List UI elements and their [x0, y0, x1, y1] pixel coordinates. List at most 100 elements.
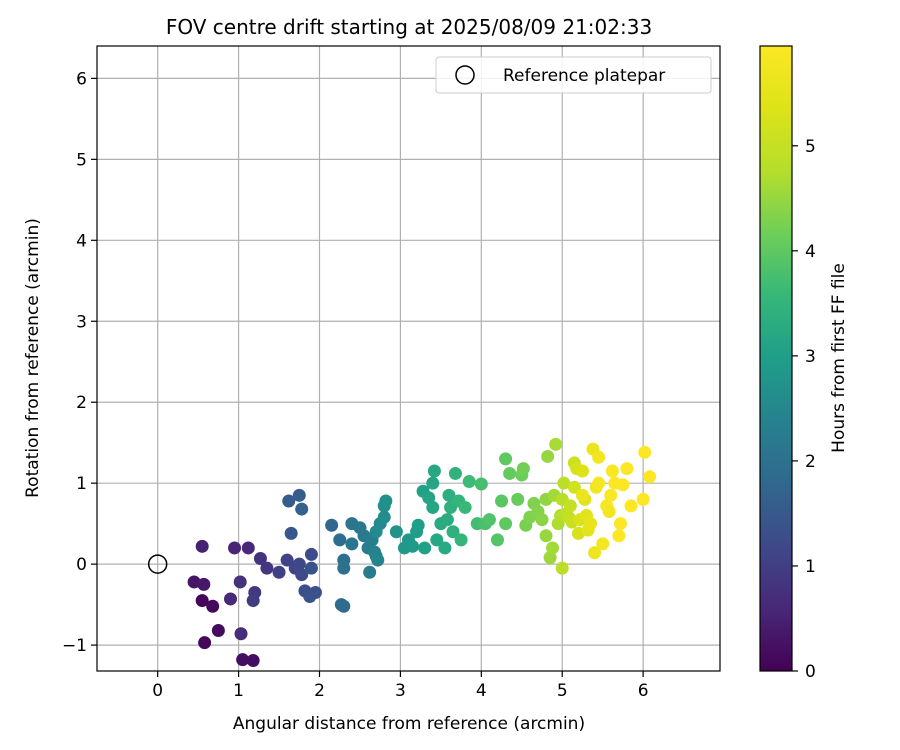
x-tick-label: 2: [314, 681, 325, 701]
data-point: [592, 450, 606, 464]
colorbar-tick-label: 2: [805, 452, 816, 472]
data-point: [333, 533, 347, 547]
y-tick-label: 0: [76, 555, 87, 575]
data-point: [337, 561, 351, 575]
data-point: [371, 553, 385, 567]
data-point: [448, 466, 462, 480]
data-points: [187, 437, 657, 667]
data-point: [233, 575, 247, 589]
y-axis-ticks: −1 0 1 2 3 4 5 6: [62, 69, 97, 656]
data-point: [604, 488, 618, 502]
data-point: [557, 476, 571, 490]
data-point: [454, 533, 468, 547]
data-point: [549, 437, 563, 451]
legend-label-reference-platepar: Reference platepar: [503, 66, 665, 86]
data-point: [535, 513, 549, 527]
y-tick-label: 3: [76, 312, 87, 332]
data-point: [511, 492, 525, 506]
y-tick-label: −1: [62, 636, 87, 656]
x-tick-label: 3: [395, 681, 406, 701]
data-point: [575, 488, 589, 502]
y-tick-label: 1: [76, 474, 87, 494]
data-point: [280, 553, 294, 567]
data-point: [555, 561, 569, 575]
data-point: [613, 517, 627, 531]
data-point: [440, 513, 454, 527]
data-point: [430, 533, 444, 547]
data-point: [272, 565, 286, 579]
data-point: [363, 565, 377, 579]
data-point: [563, 499, 577, 513]
data-point: [438, 541, 452, 555]
legend-box: [435, 56, 712, 94]
data-point: [588, 546, 602, 560]
data-point: [495, 494, 509, 508]
data-point: [295, 568, 309, 582]
y-tick-label: 6: [76, 69, 87, 89]
legend-open-circle-icon: [455, 65, 475, 85]
x-axis-ticks: 0 1 2 3 4 5 6: [152, 671, 649, 701]
x-tick-label: 0: [152, 681, 163, 701]
data-point: [304, 547, 318, 561]
data-point: [543, 551, 557, 565]
colorbar-tick-label: 3: [805, 347, 816, 367]
data-point: [422, 491, 436, 505]
data-point: [195, 539, 209, 553]
data-point: [241, 541, 255, 555]
data-point: [379, 494, 393, 508]
data-point: [295, 502, 309, 516]
data-point: [541, 449, 555, 463]
plot-area: [97, 46, 720, 671]
data-point: [592, 476, 606, 490]
data-point: [292, 557, 306, 571]
data-point: [516, 462, 530, 476]
x-axis-label: Angular distance from reference (arcmin): [233, 714, 585, 734]
data-point: [643, 470, 657, 484]
data-point: [499, 517, 513, 531]
x-tick-label: 5: [557, 681, 568, 701]
data-point: [377, 510, 391, 524]
data-point: [442, 488, 456, 502]
colorbar-tick-label: 0: [805, 662, 816, 682]
colorbar-tick-label: 1: [805, 557, 816, 577]
reference-platepar-marker: [147, 554, 168, 574]
data-point: [246, 594, 260, 608]
data-point: [228, 541, 242, 555]
colorbar-ticks: 0 1 2 3 4 5: [792, 137, 816, 682]
data-point: [337, 599, 351, 613]
data-point: [474, 477, 488, 491]
x-tick-label: 4: [476, 681, 487, 701]
data-point: [546, 541, 560, 555]
colorbar-label: Hours from first FF file: [829, 263, 849, 453]
data-point: [187, 575, 201, 589]
colorbar: 0 1 2 3 4 5 Hours from first FF file: [759, 45, 849, 682]
data-point: [426, 476, 440, 490]
y-tick-label: 4: [76, 231, 87, 251]
data-point: [567, 480, 581, 494]
data-point: [616, 478, 630, 492]
data-point: [253, 551, 267, 565]
data-point: [236, 653, 250, 667]
colorbar-tick-label: 4: [805, 242, 816, 262]
data-point: [612, 529, 626, 543]
x-tick-label: 6: [638, 681, 649, 701]
data-point: [369, 525, 383, 539]
y-axis-label: Rotation from reference (arcmin): [23, 218, 43, 498]
data-point: [198, 636, 212, 650]
data-point: [282, 494, 296, 508]
data-point: [503, 466, 517, 480]
data-point: [284, 526, 298, 540]
data-point: [636, 492, 650, 506]
data-point: [426, 500, 440, 514]
data-point: [418, 541, 432, 555]
data-point: [446, 525, 460, 539]
data-point: [195, 594, 209, 608]
data-point: [638, 445, 652, 459]
data-point: [411, 518, 425, 532]
data-point: [575, 464, 589, 478]
data-point: [462, 475, 476, 489]
data-point: [304, 561, 318, 575]
legend: Reference platepar: [435, 56, 712, 94]
data-point: [602, 505, 616, 519]
